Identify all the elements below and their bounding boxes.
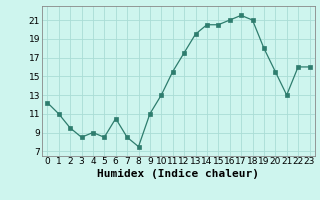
X-axis label: Humidex (Indice chaleur): Humidex (Indice chaleur) [97, 169, 260, 179]
